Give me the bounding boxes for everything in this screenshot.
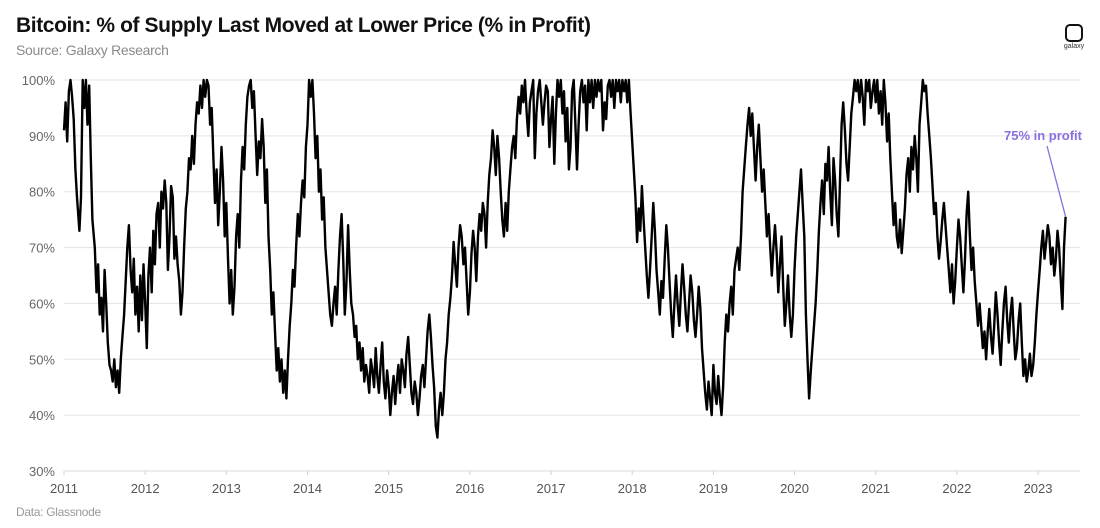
data-source-footer: Data: Glassnode bbox=[16, 505, 101, 519]
chart-title: Bitcoin: % of Supply Last Moved at Lower… bbox=[16, 14, 591, 37]
chart-subtitle: Source: Galaxy Research bbox=[16, 42, 169, 58]
x-tick-label: 2016 bbox=[455, 481, 484, 496]
y-tick-label: 90% bbox=[29, 129, 55, 144]
annotation-label: 75% in profit bbox=[1004, 128, 1083, 143]
x-tick-label: 2014 bbox=[293, 481, 322, 496]
y-tick-label: 60% bbox=[29, 296, 55, 311]
galaxy-logo: galaxy bbox=[1062, 24, 1086, 50]
annotation-group: 75% in profit bbox=[1004, 128, 1083, 218]
x-tick-label: 2022 bbox=[942, 481, 971, 496]
x-tick-label: 2013 bbox=[212, 481, 241, 496]
x-tick-label: 2023 bbox=[1024, 481, 1053, 496]
x-tick-label: 2021 bbox=[861, 481, 890, 496]
y-tick-label: 70% bbox=[29, 241, 55, 256]
x-tick-label: 2019 bbox=[699, 481, 728, 496]
annotation-leader-line bbox=[1046, 145, 1067, 218]
x-tick-label: 2017 bbox=[537, 481, 566, 496]
y-axis-ticks: 30% 40% 50% 60% 70% 80% 90% 100% bbox=[22, 73, 56, 479]
y-tick-label: 40% bbox=[29, 408, 55, 423]
x-tick-label: 2018 bbox=[618, 481, 647, 496]
y-tick-label: 50% bbox=[29, 352, 55, 367]
x-tick-label: 2012 bbox=[131, 481, 160, 496]
galaxy-logo-icon bbox=[1065, 24, 1083, 42]
y-tick-label: 80% bbox=[29, 185, 55, 200]
galaxy-logo-text: galaxy bbox=[1063, 43, 1085, 50]
x-tick-label: 2015 bbox=[374, 481, 403, 496]
series-line bbox=[62, 78, 1067, 439]
x-tick-label: 2011 bbox=[50, 481, 78, 496]
x-axis: 2011 2012 2013 2014 2015 2016 2017 2018 2019 2020… bbox=[50, 470, 1080, 496]
x-tick-label: 2020 bbox=[780, 481, 809, 496]
series-group bbox=[62, 78, 1067, 439]
y-tick-label: 100% bbox=[22, 73, 56, 88]
y-tick-label: 30% bbox=[29, 464, 55, 479]
